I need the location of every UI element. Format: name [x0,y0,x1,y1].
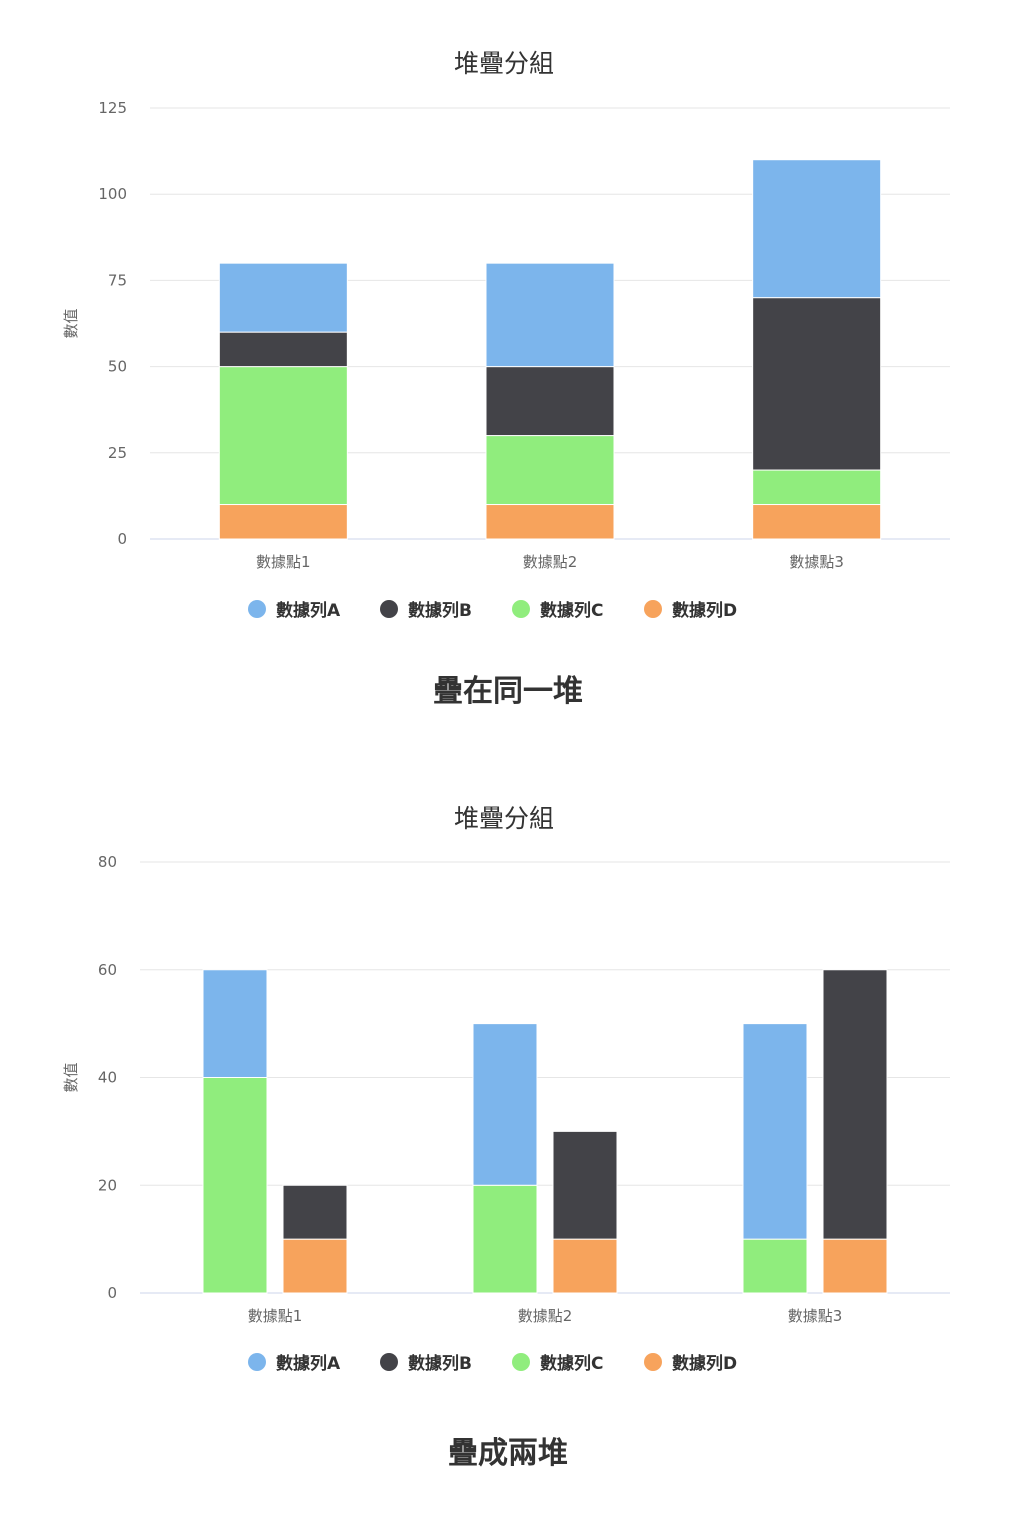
y-axis-title: 數值 [62,308,80,338]
bar-segment[interactable] [472,1023,538,1186]
bar-segment[interactable] [485,504,615,540]
bar-segment[interactable] [822,969,888,1240]
bar-segment[interactable] [485,435,615,506]
y-tick-label: 80 [98,853,117,871]
x-tick-label: 數據點2 [518,1307,573,1325]
legend-label: 數據列C [540,1353,603,1374]
bar-segment[interactable] [752,297,882,471]
y-axis-title: 數值 [62,1062,80,1092]
y-tick-label: 25 [108,444,127,462]
legend-label: 數據列D [672,1353,737,1374]
y-tick-label: 40 [98,1069,117,1087]
x-tick-label: 數據點3 [788,1307,843,1325]
bar-segment[interactable] [485,366,615,437]
chart-title: 堆疊分組 [454,804,554,833]
legend-label: 數據列B [408,600,472,621]
y-tick-label: 50 [108,358,127,376]
y-tick-label: 0 [117,530,127,548]
legend-marker-icon [248,1353,266,1371]
legend-item[interactable]: 數據列A [248,1353,341,1374]
y-tick-label: 75 [108,271,127,289]
chart-section-2: 堆疊分組數值 0 20 40 60 80 數據點1 數據點2 數據點3 數據列A 數據列B 數據列C 數… [0,756,1016,1518]
bar-segment[interactable] [218,366,348,506]
chart-caption: 疊成兩堆 [448,1436,568,1471]
bar-segment[interactable] [218,262,348,333]
legend-label: 數據列A [276,600,341,621]
bar-segment[interactable] [485,262,615,368]
bar-segment[interactable] [752,469,882,506]
bar-segment[interactable] [202,969,268,1078]
legend-marker-icon [380,1353,398,1371]
legend-item[interactable]: 數據列B [380,600,472,621]
y-tick-label: 60 [98,961,117,979]
legend-label: 數據列B [408,1353,472,1374]
legend-item[interactable]: 數據列A [248,600,341,621]
y-tick-label: 0 [107,1284,117,1302]
bar-segment[interactable] [742,1238,808,1294]
bar-segment[interactable] [282,1184,348,1240]
legend-marker-icon [644,600,662,618]
legend-marker-icon [512,1353,530,1371]
y-tick-label: 100 [98,185,127,203]
bar-segment[interactable] [218,331,348,368]
bar-segment[interactable] [752,159,882,299]
legend-item[interactable]: 數據列B [380,1353,472,1374]
legend-marker-icon [248,600,266,618]
y-tick-label: 125 [98,99,127,117]
x-tick-label: 數據點1 [248,1307,303,1325]
bar-segment[interactable] [552,1130,618,1240]
legend-marker-icon [644,1353,662,1371]
legend-marker-icon [512,600,530,618]
y-tick-label: 20 [98,1176,117,1194]
bar-segment[interactable] [218,504,348,540]
bar-segment[interactable] [552,1238,618,1294]
bar-segment[interactable] [752,504,882,540]
chart-title: 堆疊分組 [454,49,554,78]
legend-item[interactable]: 數據列C [512,600,603,621]
bar-segment[interactable] [472,1184,538,1294]
chart-caption: 疊在同一堆 [433,674,583,709]
legend-marker-icon [380,600,398,618]
bar-segment[interactable] [822,1238,888,1294]
bar-segment[interactable] [282,1238,348,1294]
legend-label: 數據列C [540,600,603,621]
legend-item[interactable]: 數據列C [512,1353,603,1374]
legend-label: 數據列D [672,600,737,621]
legend-item[interactable]: 數據列D [644,600,737,621]
legend-label: 數據列A [276,1353,341,1374]
legend-item[interactable]: 數據列D [644,1353,737,1374]
chart-section-1: 堆疊分組數值 0 25 50 75 100 125 數據點1 數據點2 數據點3 數據列A 數據列B 數… [0,0,1016,720]
bar-segment[interactable] [742,1023,808,1240]
x-tick-label: 數據點3 [789,553,844,571]
x-tick-label: 數據點1 [256,553,311,571]
x-tick-label: 數據點2 [523,553,578,571]
bar-segment[interactable] [202,1077,268,1294]
